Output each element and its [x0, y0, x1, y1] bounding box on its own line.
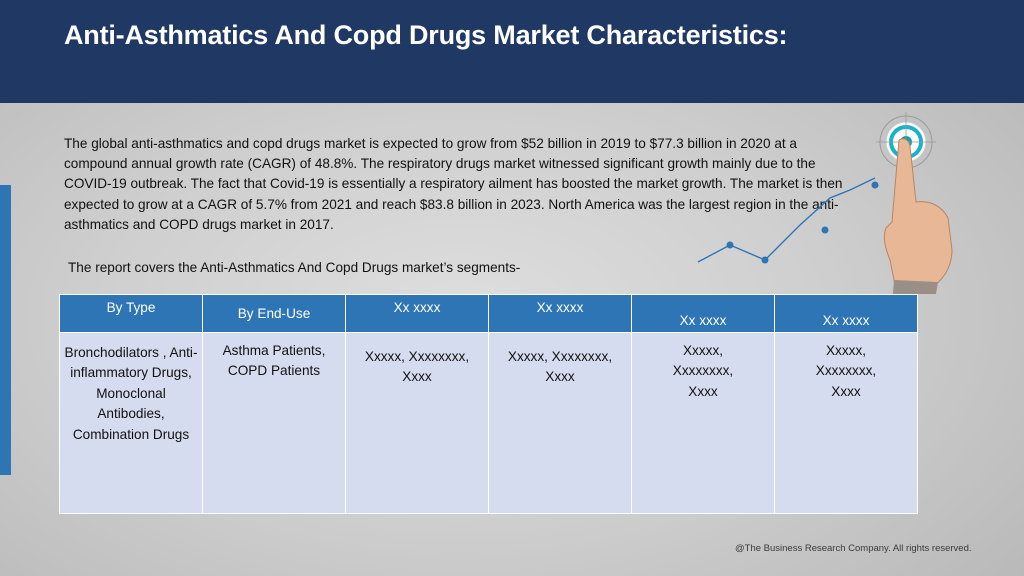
table-cell: Xxxxx, Xxxxxxxx, Xxxx	[631, 332, 775, 514]
table-cell: Xxxxx, Xxxxxxxx, Xxxx	[774, 332, 918, 514]
segments-table: By Type By End-Use Xx xxxx Xx xxxx Xx xx…	[59, 294, 918, 514]
table-cell: Bronchodilators , Anti-inflammatory Drug…	[59, 332, 203, 514]
table-header-row: By Type By End-Use Xx xxxx Xx xxxx Xx xx…	[59, 294, 918, 333]
table-header: Xx xxxx	[631, 294, 775, 333]
table-cell: Asthma Patients, COPD Patients	[202, 332, 346, 514]
left-accent-bar	[0, 185, 11, 475]
table-header: Xx xxxx	[774, 294, 918, 333]
table-row: Bronchodilators , Anti-inflammatory Drug…	[59, 332, 918, 514]
segments-intro: The report covers the Anti-Asthmatics An…	[68, 260, 521, 275]
table-header: Xx xxxx	[488, 294, 632, 333]
table-header: By Type	[59, 294, 203, 333]
market-description: The global anti-asthmatics and copd drug…	[64, 136, 843, 232]
copyright-footer: @The Business Research Company. All righ…	[735, 543, 972, 554]
hand-touch-target-icon	[697, 112, 953, 294]
page-title: Anti-Asthmatics And Copd Drugs Market Ch…	[64, 20, 788, 50]
table-header: By End-Use	[202, 294, 346, 333]
title-bar: Anti-Asthmatics And Copd Drugs Market Ch…	[0, 0, 1024, 103]
table-cell: Xxxxx, Xxxxxxxx, Xxxx	[345, 332, 489, 514]
table-header: Xx xxxx	[345, 294, 489, 333]
table-cell: Xxxxx, Xxxxxxxx, Xxxx	[488, 332, 632, 514]
